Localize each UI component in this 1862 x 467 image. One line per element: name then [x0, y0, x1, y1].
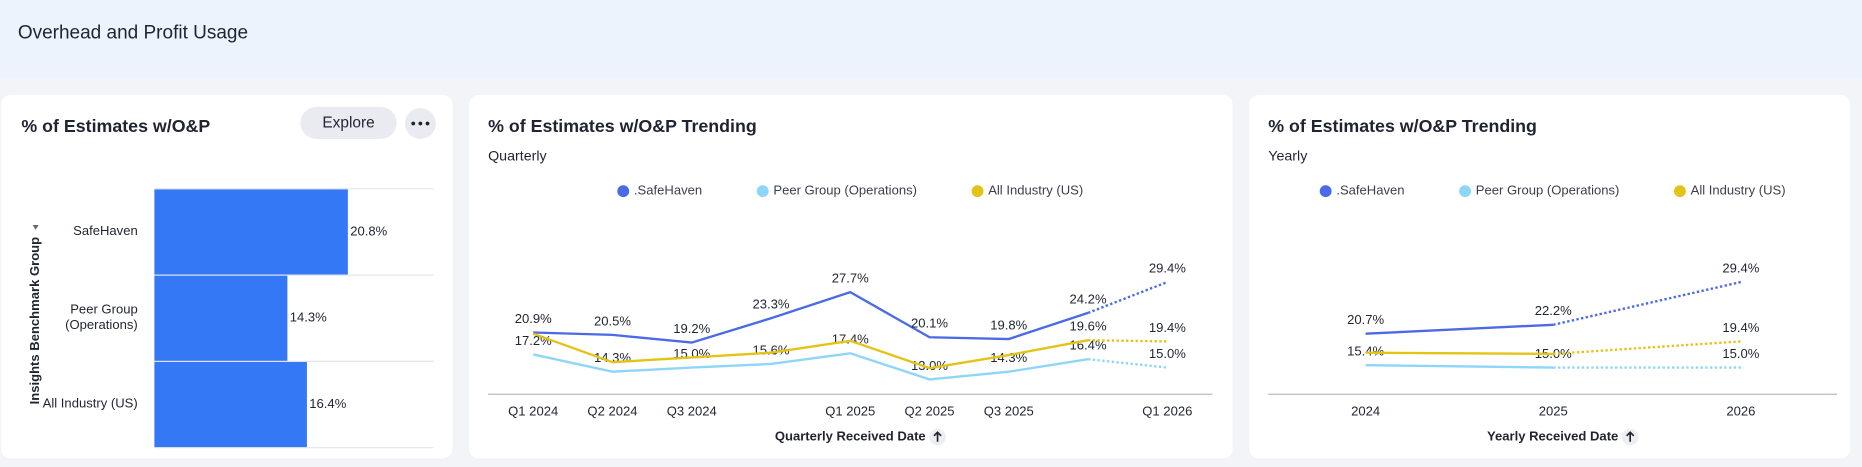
sort-arrow: [1626, 431, 1635, 442]
series-line: [532, 352, 1089, 381]
x-tick-label: Q3 2024: [667, 404, 717, 419]
legend: .SafeHaven Peer Group (Operations) All Ind…: [617, 183, 1083, 198]
series-line: [1365, 351, 1554, 356]
page-title: Overhead and Profit Usage: [18, 22, 248, 43]
sort-icon: [32, 225, 39, 230]
legend-swatch: [617, 185, 630, 198]
category-label-wrap: SafeHaven: [31, 189, 138, 275]
bar: [154, 189, 348, 275]
legend-swatch: [1673, 185, 1686, 198]
explore-button-label[interactable]: Explore: [322, 115, 374, 132]
x-axis-label: Yearly Received Date: [1487, 428, 1618, 443]
category-label-box: Peer Group (Operations): [31, 275, 138, 361]
x-tick-label: 2026: [1726, 404, 1755, 419]
data-label: 27.7%: [832, 271, 869, 286]
data-label: 20.5%: [594, 313, 631, 328]
chart-title: % of Estimates w/O&P Trending: [488, 116, 757, 136]
series-line: [1365, 323, 1554, 335]
x-tick-label: Q1 2026: [1142, 404, 1192, 419]
legend: .SafeHaven Peer Group (Operations) All Ind…: [1319, 183, 1786, 198]
data-label: 19.8%: [990, 317, 1027, 332]
legend-swatch: [756, 185, 769, 198]
category-label: SafeHaven: [73, 224, 138, 239]
data-label: 20.7%: [1347, 312, 1384, 327]
explore-button[interactable]: [300, 106, 397, 139]
category-label: Peer Group (Operations): [65, 302, 138, 333]
bar: [154, 361, 307, 448]
data-label: 15.0%: [1149, 346, 1186, 361]
x-axis-label: Quarterly Received Date: [775, 428, 926, 443]
card: [1249, 95, 1851, 459]
data-label: 29.4%: [1722, 260, 1759, 275]
category-label-box: SafeHaven: [31, 189, 138, 275]
x-tick-label: 2024: [1351, 404, 1380, 419]
bar: [154, 275, 288, 361]
legend-swatch: [971, 185, 984, 198]
x-tick-label: 2025: [1539, 404, 1568, 419]
data-label: 19.4%: [1722, 320, 1759, 335]
chart-subtitle: Yearly: [1268, 149, 1308, 165]
data-label: 16.4%: [309, 396, 346, 411]
category-label-box: All Industry (US): [31, 361, 138, 447]
header-band: [0, 0, 1862, 79]
chart-title: % of Estimates w/O&P: [21, 116, 210, 136]
chart-subtitle: Quarterly: [488, 149, 547, 165]
sort-arrow: [933, 431, 942, 442]
data-label: 13.0%: [911, 358, 948, 373]
legend-label: .SafeHaven: [634, 183, 702, 198]
chart-title: % of Estimates w/O&P Trending: [1268, 116, 1537, 136]
series-line: [1365, 363, 1554, 369]
legend-label: All Industry (US): [1691, 183, 1786, 198]
series-line-forecast: [1087, 358, 1168, 369]
legend-label: Peer Group (Operations): [773, 183, 917, 198]
data-label: 20.8%: [350, 223, 387, 238]
series-line: [532, 332, 1089, 370]
x-tick-label: Q1 2024: [508, 404, 558, 419]
more-dot: [418, 121, 423, 126]
legend-label: .SafeHaven: [1336, 183, 1404, 198]
more-dot: [425, 121, 430, 126]
data-label: 19.6%: [1070, 319, 1107, 334]
data-label: 19.4%: [1149, 320, 1186, 335]
legend-label: All Industry (US): [988, 183, 1083, 198]
data-label: 19.2%: [673, 321, 710, 336]
x-tick-label: Q3 2025: [984, 404, 1034, 419]
legend-label: Peer Group (Operations): [1476, 183, 1620, 198]
data-label: 14.3%: [290, 310, 327, 325]
more-dot: [411, 121, 416, 126]
category-label: All Industry (US): [42, 396, 138, 412]
data-label: 17.2%: [515, 333, 552, 348]
legend-swatch: [1459, 185, 1472, 198]
data-label: 29.4%: [1149, 260, 1186, 275]
data-label: 24.2%: [1070, 291, 1107, 306]
legend-swatch: [1319, 185, 1332, 198]
series-line-forecast: [1088, 339, 1168, 343]
series-line: [533, 290, 1089, 344]
data-label: 15.0%: [1722, 346, 1759, 361]
y-axis-label: Insights Benchmark Group: [27, 237, 42, 404]
category-label-wrap: All Industry (US): [31, 361, 138, 447]
category-label-wrap: Peer Group (Operations): [31, 275, 138, 361]
data-label: 23.3%: [752, 297, 789, 312]
series-line-forecast: [1552, 280, 1742, 326]
data-label: 15.4%: [1347, 344, 1384, 359]
data-label: 20.9%: [515, 311, 552, 326]
data-label: 22.2%: [1535, 303, 1572, 318]
x-tick-label: Q1 2025: [825, 404, 875, 419]
data-label: 20.1%: [911, 316, 948, 331]
x-tick-label: Q2 2024: [587, 404, 637, 419]
x-tick-label: Q2 2025: [904, 404, 954, 419]
